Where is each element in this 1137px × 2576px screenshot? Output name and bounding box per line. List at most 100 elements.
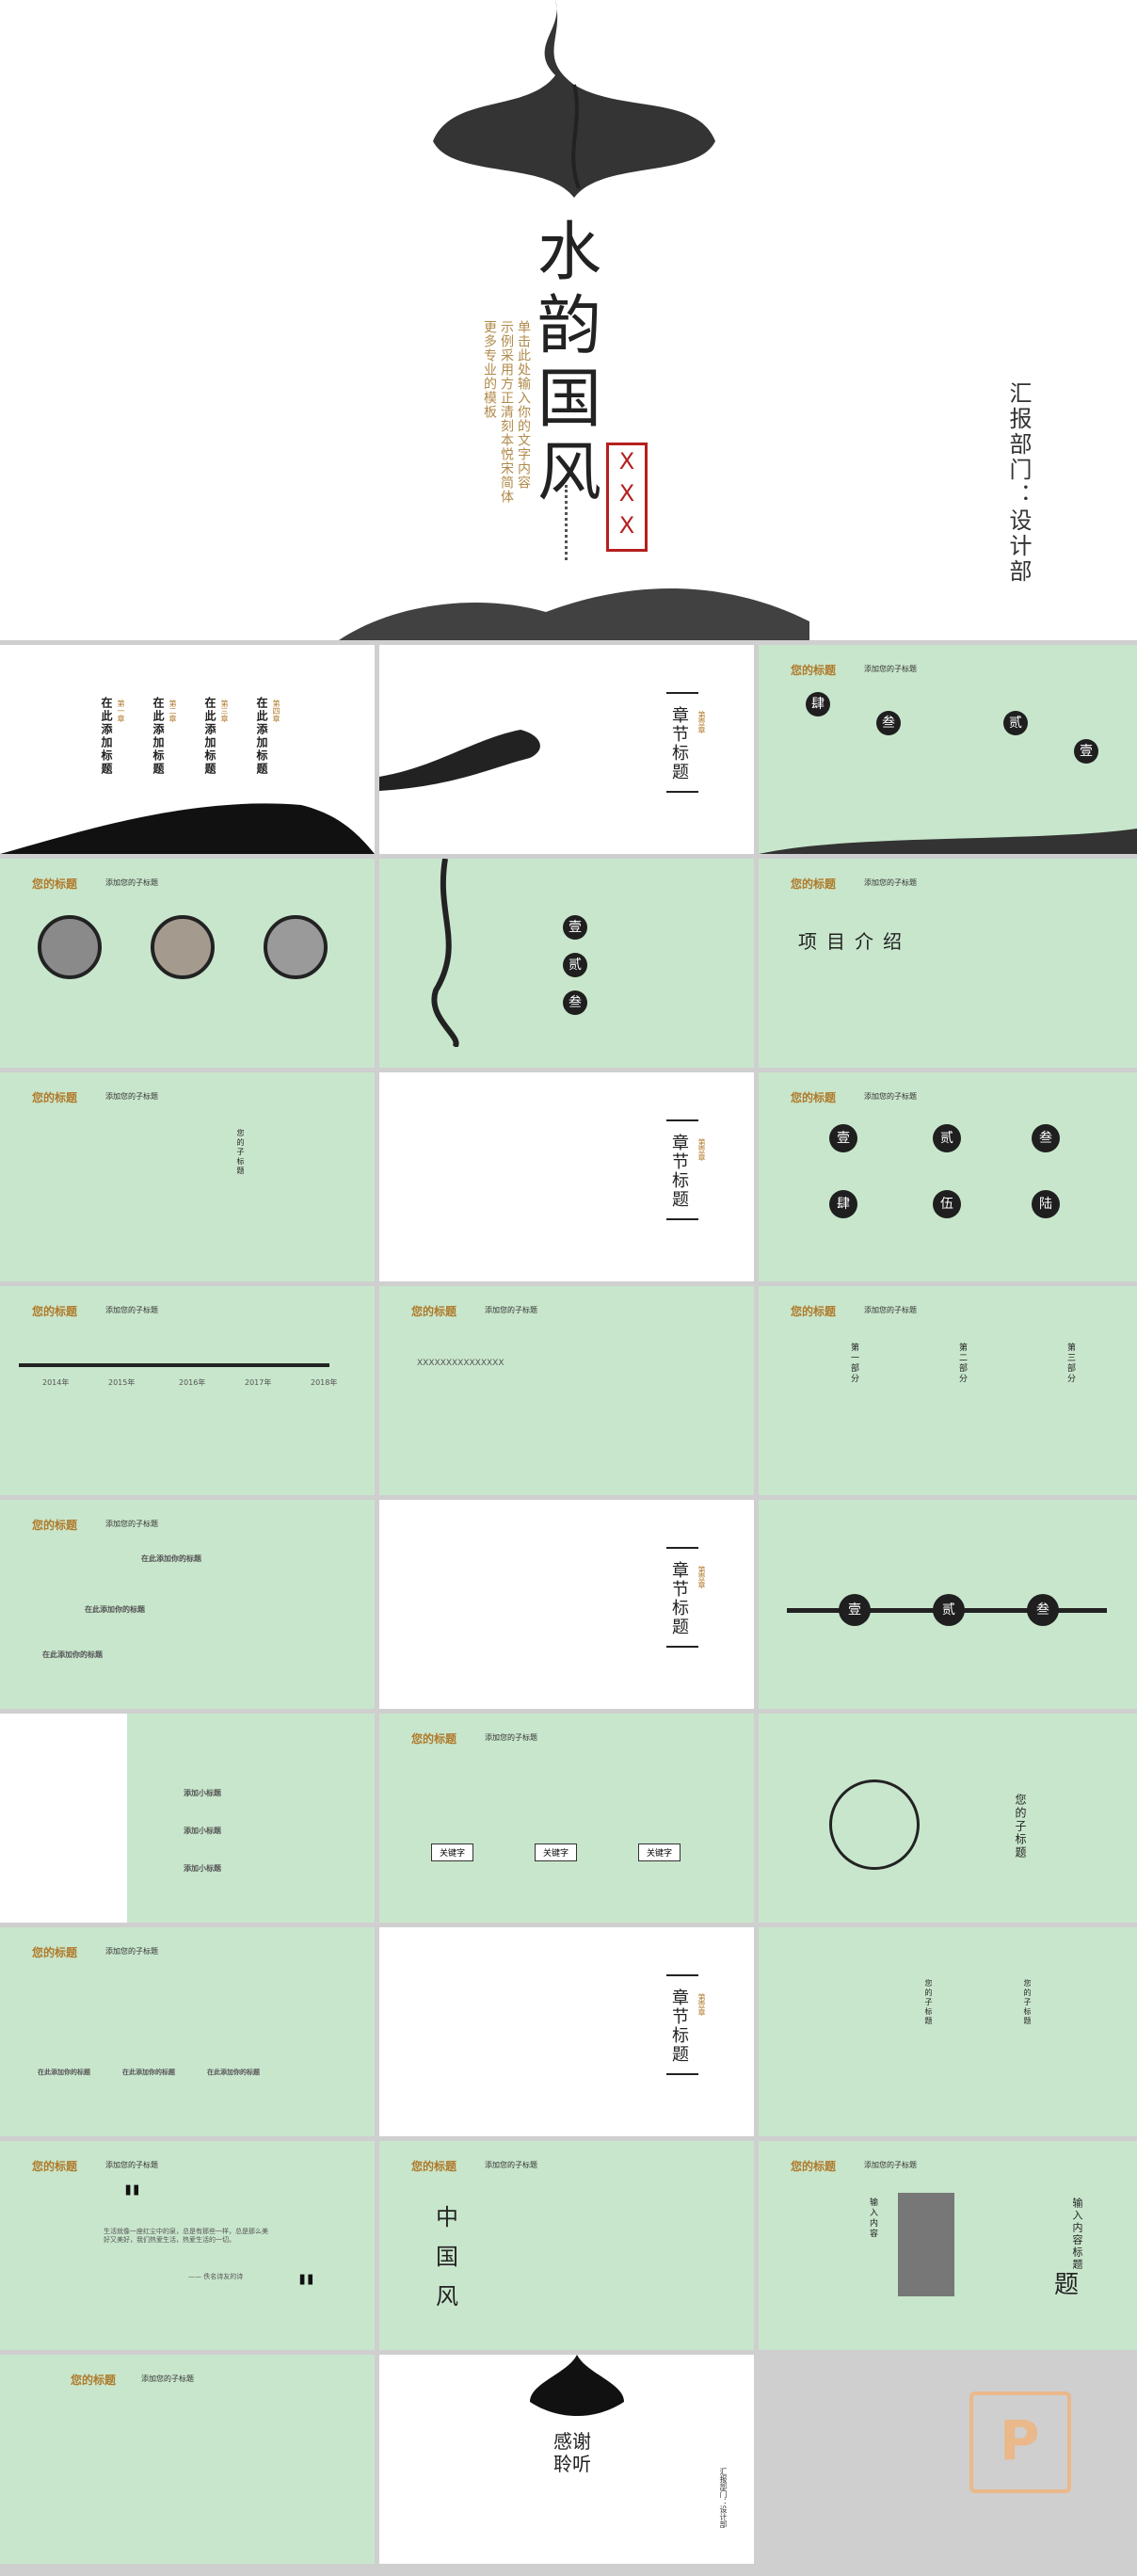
cover-subtitle-line-3: 更多专业的模板: [482, 320, 497, 419]
placeholder-x: XXXXXXXXXXXXXXX: [417, 1359, 504, 1368]
slide-title: 您的标题: [791, 877, 837, 891]
slide-title: 您的标题: [411, 2160, 457, 2173]
slide-timeline[interactable]: 您的标题 添加您的子标题 2014年 2015年 2016年 2017年 201…: [0, 1286, 375, 1495]
slide-title: 您的标题: [32, 1305, 78, 1318]
toc-add-title-3: 在此添加标题: [203, 697, 216, 776]
quote-open-mark: ": [122, 2179, 142, 2222]
step-title-3: 在此添加你的标题: [42, 1650, 103, 1659]
slide-plum[interactable]: 您的标题 添加您的子标题 您的子标题: [0, 1072, 375, 1281]
ordinal-3: 叁: [1027, 1594, 1059, 1626]
seal-char-1: X: [618, 448, 635, 475]
quote-close-mark: ": [296, 2268, 316, 2311]
slide-project-intro[interactable]: 您的标题 添加您的子标题 项目介绍: [759, 859, 1137, 1068]
slide-subtitle: 添加您的子标题: [864, 2161, 917, 2169]
slide-circle-subtitle[interactable]: 您的子标题: [759, 1714, 1137, 1923]
ordinal-1: 壹: [1074, 739, 1098, 764]
slide-title: 您的标题: [32, 1946, 78, 1959]
ordinal-3: 叁: [1032, 1124, 1060, 1152]
slide-title: 您的标题: [791, 2160, 837, 2173]
photo-circle-3: [264, 915, 328, 979]
your-subtitle: 您的子标题: [236, 1129, 245, 1176]
slide-quote[interactable]: 您的标题 添加您的子标题 " 生活就像一座红尘中的泉，总是有那些一样，总是那么美…: [0, 2141, 375, 2350]
cover-subtitle-line-2: 示例采用方正清刻本悦宋简体: [499, 320, 514, 504]
ink-bottom-decoration: [759, 829, 1137, 854]
slide-ink-list[interactable]: 壹 贰 叁: [379, 859, 754, 1068]
chapter-title: 章节标题: [669, 1561, 689, 1636]
photo-circle-2: [151, 915, 215, 979]
slide-input-content[interactable]: 您的标题 添加您的子标题 输入内容 输入内容标题 题: [759, 2141, 1137, 2350]
year-2014: 2014年: [42, 1378, 70, 1387]
slide-title: 您的标题: [32, 2160, 78, 2173]
slide-subtitle: 添加您的子标题: [105, 1306, 158, 1314]
slide-title: 您的标题: [32, 1091, 78, 1104]
slide-subtitle: 添加您的子标题: [105, 1520, 158, 1528]
year-2015: 2015年: [108, 1378, 136, 1387]
slide-last-content[interactable]: 您的标题 添加您的子标题: [0, 2355, 375, 2564]
slide-thanks[interactable]: 感谢 聆听 汇报部门：设计部: [379, 2355, 754, 2564]
step-title-2: 在此添加你的标题: [85, 1605, 145, 1614]
small-title-3: 添加小标题: [184, 1864, 221, 1873]
chapter-number: 第壹章: [697, 1566, 706, 1588]
slide-keywords[interactable]: 您的标题 添加您的子标题 关键字 关键字 关键字: [379, 1714, 754, 1923]
slide-chapter-3[interactable]: 章节标题 第壹章: [379, 1500, 754, 1709]
slide-subtitle: 添加您的子标题: [864, 878, 917, 887]
divider-top: [666, 692, 698, 694]
ordinal-2: 贰: [933, 1594, 965, 1626]
year-2018: 2018年: [311, 1378, 338, 1387]
ink-splash-bottom-decoration: [339, 588, 809, 640]
part-3: 第三部分: [1065, 1343, 1075, 1384]
step-title-1: 在此添加你的标题: [141, 1554, 201, 1563]
slide-steps[interactable]: 您的标题 添加您的子标题 在此添加你的标题 在此添加你的标题 在此添加你的标题: [0, 1500, 375, 1709]
slide-subtitle: 添加您的子标题: [105, 878, 158, 887]
slide-subtitle: 添加您的子标题: [141, 2375, 194, 2383]
photo-circle-1: [38, 915, 102, 979]
toc-add-title-4: 在此添加标题: [255, 697, 268, 776]
slide-title: 您的标题: [791, 1091, 837, 1104]
slide-brush-row[interactable]: 壹 贰 叁: [759, 1500, 1137, 1709]
title-char-1: 水: [536, 216, 601, 290]
ink-splash-top-decoration: [433, 0, 715, 198]
china-style-title: 中 国 风: [436, 2198, 458, 2316]
slide-three-parts[interactable]: 您的标题 添加您的子标题 第一部分 第二部分 第三部分: [759, 1286, 1137, 1495]
project-intro-heading: 项目介绍: [798, 930, 911, 953]
slide-subtitle: 添加您的子标题: [105, 1092, 158, 1101]
china-char-2: 国: [436, 2244, 458, 2270]
part-2: 第二部分: [957, 1343, 967, 1384]
cover-title: 水 韵 国 风: [536, 217, 602, 510]
ordinal-2: 贰: [933, 1124, 961, 1152]
divider-bottom: [666, 1646, 698, 1648]
toc-chapter-2: 第二章: [168, 700, 177, 722]
ink-circle: [829, 1779, 920, 1870]
slide-four-items[interactable]: 您的标题 添加您的子标题 肆 叁 贰 壹: [759, 645, 1137, 854]
slide-small-titles[interactable]: 添加小标题 添加小标题 添加小标题: [0, 1714, 375, 1923]
crane-title-3: 在此添加你的标题: [207, 2069, 260, 2076]
ordinal-2: 贰: [1003, 711, 1028, 735]
keyword-1: 关键字: [431, 1843, 474, 1861]
slide-six-items[interactable]: 您的标题 添加您的子标题 壹 贰 叁 肆 伍 陆: [759, 1072, 1137, 1281]
slide-chapter-2[interactable]: 章节标题 第壹章: [379, 1072, 754, 1281]
thanks-char-2: 谢: [572, 2430, 591, 2453]
china-char-1: 中: [436, 2204, 458, 2230]
slide-cranes[interactable]: 您的标题 添加您的子标题 在此添加你的标题 在此添加你的标题 在此添加你的标题: [0, 1927, 375, 2136]
toc-add-title-2: 在此添加标题: [152, 697, 165, 776]
slide-toc[interactable]: 在此添加标题 在此添加标题 在此添加标题 在此添加标题 第一章 第二章 第三章 …: [0, 645, 375, 854]
slide-subtitle: 添加您的子标题: [485, 1306, 537, 1314]
slide-text-columns[interactable]: 您的标题 添加您的子标题 XXXXXXXXXXXXXXX: [379, 1286, 754, 1495]
slide-chapter-1[interactable]: 章节标题 第壹章: [379, 645, 754, 854]
slide-subtitle: 添加您的子标题: [105, 2161, 158, 2169]
slide-title: 您的标题: [32, 877, 78, 891]
timeline-axis: [19, 1363, 329, 1367]
cover-dotted-line: [565, 485, 568, 560]
your-subtitle: 您的子标题: [1014, 1794, 1027, 1860]
ink-image-panel: [0, 1714, 127, 1923]
slide-chapter-4[interactable]: 章节标题 第壹章: [379, 1927, 754, 2136]
slide-china-style[interactable]: 您的标题 添加您的子标题 中 国 风: [379, 2141, 754, 2350]
cover-subtitle-line-1: 单击此处输入你的文字内容: [516, 320, 531, 490]
slide-title: 您的标题: [791, 664, 837, 677]
slide-lotus[interactable]: 您的子标题 您的子标题: [759, 1927, 1137, 2136]
china-char-3: 风: [436, 2283, 458, 2310]
title-char-3: 国: [536, 362, 601, 437]
slide-photos[interactable]: 您的标题 添加您的子标题: [0, 859, 375, 1068]
year-2016: 2016年: [179, 1378, 206, 1387]
cover-slide[interactable]: 水 韵 国 风 单击此处输入你的文字内容 示例采用方正清刻本悦宋简体 更多专业的…: [0, 0, 1137, 640]
